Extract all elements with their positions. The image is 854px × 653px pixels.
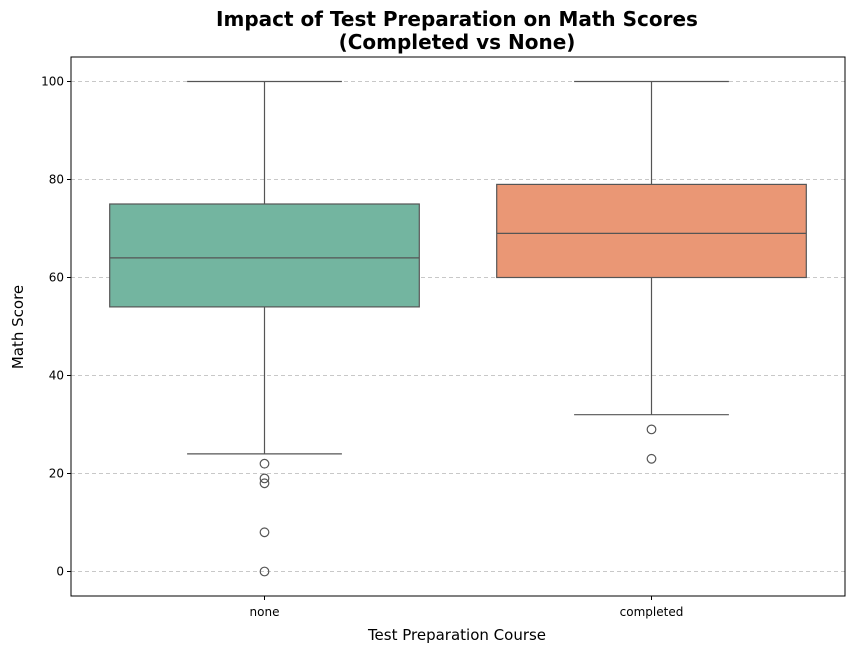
y-tick-label: 100 [41, 75, 64, 89]
box-none [109, 203, 420, 308]
y-tick-label: 80 [49, 173, 64, 187]
y-tick-label: 40 [49, 369, 64, 383]
chart-title-line-2: (Completed vs None) [339, 30, 576, 54]
chart-title-line-1: Impact of Test Preparation on Math Score… [216, 7, 698, 31]
x-tick-label: none [250, 605, 280, 619]
outlier-point [259, 478, 270, 489]
outlier-point [259, 458, 270, 469]
outlier-point [259, 527, 270, 538]
y-tick-label: 60 [49, 271, 64, 285]
outlier-point [646, 453, 657, 464]
y-tick-label: 0 [56, 565, 64, 579]
outlier-point [259, 566, 270, 577]
x-tick-label: completed [620, 605, 684, 619]
plot-frame [70, 56, 846, 597]
x-axis-label: Test Preparation Course [367, 626, 546, 644]
box-completed [496, 183, 807, 279]
y-axis-label: Math Score [9, 285, 27, 369]
outlier-point [646, 424, 657, 435]
y-tick-label: 20 [49, 467, 64, 481]
outlier-point [259, 473, 270, 484]
